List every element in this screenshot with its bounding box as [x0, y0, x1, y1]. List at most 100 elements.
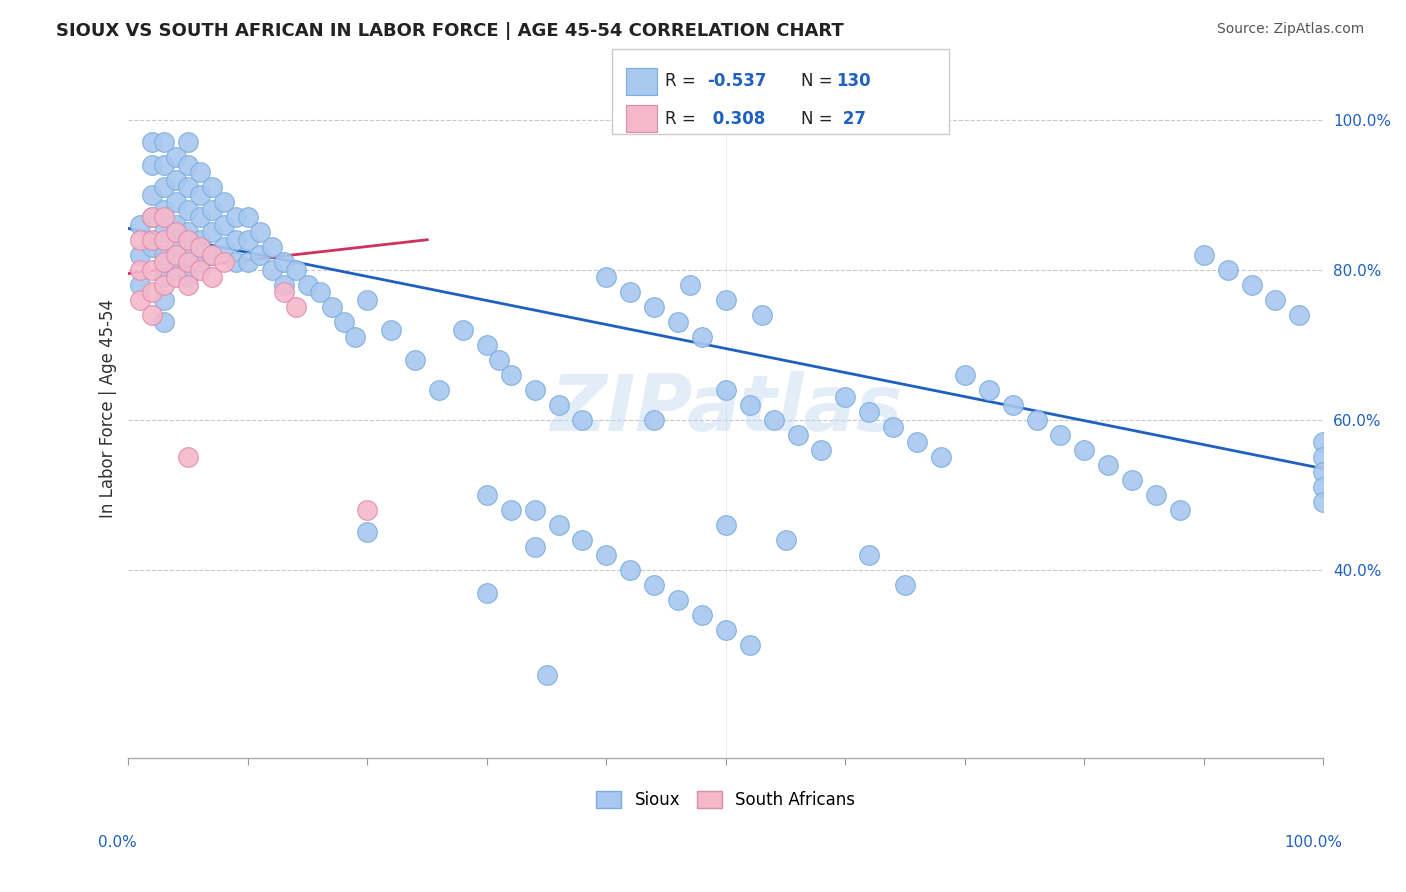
Point: [1144, 488, 1167, 502]
Point: [762, 413, 785, 427]
Point: [1073, 442, 1095, 457]
Point: [141, 285, 163, 300]
Text: R =: R =: [665, 110, 702, 128]
Point: [499, 503, 522, 517]
Point: [595, 548, 617, 562]
Point: [834, 390, 856, 404]
Point: [714, 383, 737, 397]
Point: [153, 180, 176, 194]
Point: [1312, 495, 1334, 509]
Point: [666, 593, 689, 607]
Point: [177, 248, 200, 262]
Point: [153, 277, 176, 292]
Point: [212, 240, 235, 254]
Point: [141, 158, 163, 172]
Point: [141, 187, 163, 202]
Text: 27: 27: [837, 110, 866, 128]
Point: [177, 158, 200, 172]
Point: [1264, 293, 1286, 307]
Point: [141, 211, 163, 225]
Point: [1216, 262, 1239, 277]
Text: -0.537: -0.537: [707, 72, 766, 90]
Point: [1001, 398, 1024, 412]
Point: [451, 323, 474, 337]
Point: [321, 300, 343, 314]
Point: [225, 255, 247, 269]
Point: [201, 225, 224, 239]
Point: [953, 368, 976, 382]
Point: [523, 541, 546, 555]
Point: [165, 225, 187, 239]
Point: [141, 240, 163, 254]
Point: [643, 578, 665, 592]
Point: [141, 211, 163, 225]
Point: [714, 518, 737, 533]
Point: [1097, 458, 1119, 472]
Point: [165, 248, 187, 262]
Point: [475, 338, 498, 352]
Point: [1240, 277, 1263, 292]
Point: [141, 262, 163, 277]
Point: [225, 211, 247, 225]
Text: 100.0%: 100.0%: [1285, 836, 1343, 850]
Text: 130: 130: [837, 72, 872, 90]
Point: [1312, 435, 1334, 450]
Point: [165, 270, 187, 285]
Point: [1049, 428, 1071, 442]
Point: [690, 330, 713, 344]
Text: SIOUX VS SOUTH AFRICAN IN LABOR FORCE | AGE 45-54 CORRELATION CHART: SIOUX VS SOUTH AFRICAN IN LABOR FORCE | …: [56, 22, 844, 40]
Point: [153, 233, 176, 247]
Point: [786, 428, 808, 442]
Text: 0.0%: 0.0%: [98, 836, 138, 850]
Point: [273, 255, 295, 269]
Text: N =: N =: [801, 110, 838, 128]
Point: [523, 503, 546, 517]
Point: [177, 233, 200, 247]
Point: [177, 180, 200, 194]
Point: [188, 255, 211, 269]
Point: [129, 233, 152, 247]
Point: [188, 262, 211, 277]
Point: [177, 270, 200, 285]
Text: Source: ZipAtlas.com: Source: ZipAtlas.com: [1216, 22, 1364, 37]
Point: [1121, 473, 1143, 487]
Point: [153, 315, 176, 329]
Point: [188, 187, 211, 202]
Point: [595, 270, 617, 285]
Point: [201, 180, 224, 194]
Point: [666, 315, 689, 329]
Point: [201, 248, 224, 262]
Point: [679, 277, 702, 292]
Point: [153, 255, 176, 269]
Point: [356, 293, 378, 307]
Point: [332, 315, 354, 329]
Point: [427, 383, 450, 397]
Point: [188, 233, 211, 247]
Point: [212, 195, 235, 210]
Point: [619, 563, 641, 577]
Point: [714, 293, 737, 307]
Point: [404, 352, 426, 367]
Point: [858, 405, 880, 419]
Point: [643, 413, 665, 427]
Point: [643, 300, 665, 314]
Point: [810, 442, 832, 457]
Y-axis label: In Labor Force | Age 45-54: In Labor Force | Age 45-54: [100, 299, 117, 518]
Text: 0.308: 0.308: [707, 110, 765, 128]
Point: [284, 262, 307, 277]
Point: [201, 248, 224, 262]
Point: [129, 262, 152, 277]
Point: [356, 525, 378, 540]
Point: [977, 383, 1000, 397]
Point: [141, 308, 163, 322]
Point: [738, 638, 761, 652]
Point: [177, 255, 200, 269]
Point: [177, 450, 200, 465]
Point: [153, 293, 176, 307]
Point: [129, 248, 152, 262]
Point: [751, 308, 773, 322]
Point: [249, 225, 271, 239]
Point: [153, 248, 176, 262]
Point: [273, 277, 295, 292]
Point: [619, 285, 641, 300]
